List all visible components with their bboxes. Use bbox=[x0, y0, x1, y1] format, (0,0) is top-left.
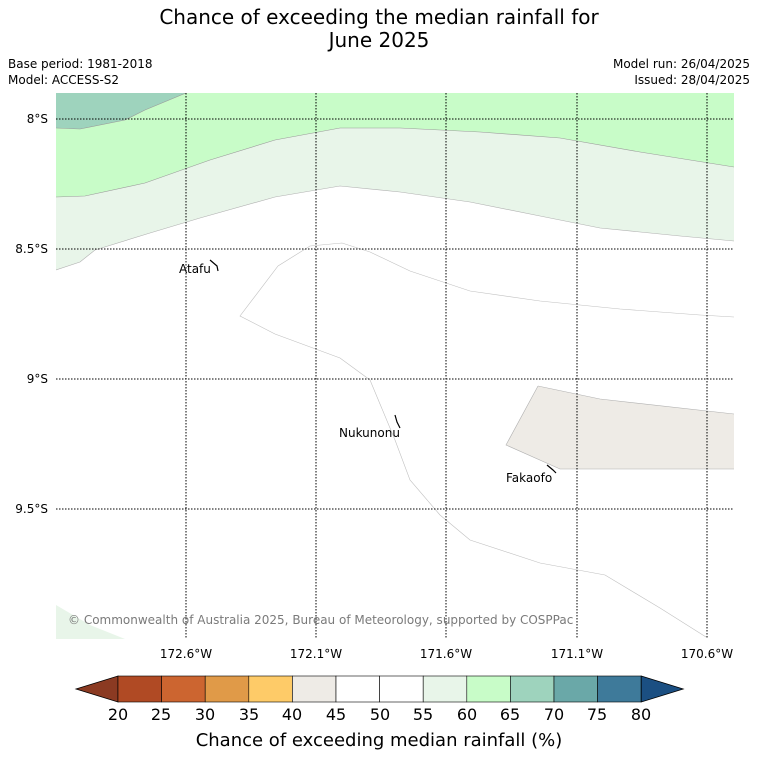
model-run: Model run: 26/04/2025 bbox=[612, 57, 750, 71]
lat-label: 9°S bbox=[26, 372, 48, 386]
colorbar-segment bbox=[292, 675, 337, 703]
colorbar-tick: 30 bbox=[194, 705, 216, 724]
colorbar-tick: 55 bbox=[412, 705, 434, 724]
copyright-text: © Commonwealth of Australia 2025, Bureau… bbox=[68, 613, 574, 627]
colorbar-segment bbox=[117, 675, 162, 703]
fakaofo-island bbox=[546, 464, 557, 474]
region-bottom-left bbox=[56, 605, 125, 639]
title-line-2: June 2025 bbox=[328, 28, 430, 52]
lat-label: 8°S bbox=[26, 112, 48, 126]
colorbar-tick: 75 bbox=[586, 705, 608, 724]
contour-line bbox=[56, 93, 187, 130]
lon-label: 170.6°W bbox=[680, 647, 734, 661]
nukunonu-island bbox=[394, 414, 401, 429]
colorbar-tick: 25 bbox=[150, 705, 172, 724]
lat-label: 9.5°S bbox=[15, 502, 48, 516]
model-name: Model: ACCESS-S2 bbox=[8, 73, 120, 87]
colorbar-tick: 50 bbox=[369, 705, 391, 724]
colorbar-tick: 70 bbox=[543, 705, 565, 724]
base-period: Base period: 1981-2018 bbox=[8, 57, 153, 71]
lon-label: 172.6°W bbox=[159, 647, 213, 661]
colorbar-segment bbox=[335, 675, 380, 703]
colorbar-segment bbox=[161, 675, 206, 703]
place-label-atafu: Atafu bbox=[179, 262, 211, 276]
gridlines bbox=[56, 93, 734, 639]
atafu-island bbox=[209, 259, 219, 272]
colorbar-segment bbox=[510, 675, 555, 703]
colorbar-segment bbox=[553, 675, 598, 703]
meta-right: Model run: 26/04/2025 Issued: 28/04/2025 bbox=[613, 56, 750, 88]
colorbar-segment bbox=[597, 675, 642, 703]
contour-line bbox=[56, 127, 734, 198]
chart-title: Chance of exceeding the median rainfall … bbox=[0, 6, 758, 52]
region-40-45 bbox=[506, 386, 734, 469]
colorbar-extend-high bbox=[640, 675, 685, 703]
contour-line bbox=[505, 385, 734, 470]
colorbar-label: Chance of exceeding median rainfall (%) bbox=[195, 730, 563, 751]
colorbar-tick: 65 bbox=[499, 705, 521, 724]
colorbar-segment bbox=[248, 675, 293, 703]
contour-line bbox=[56, 185, 734, 271]
place-label-nukunonu: Nukunonu bbox=[339, 426, 400, 440]
meta-left: Base period: 1981-2018 Model: ACCESS-S2 bbox=[8, 56, 153, 88]
lat-label: 8.5°S bbox=[15, 242, 48, 256]
colorbar-extend-low bbox=[74, 675, 119, 703]
map-area bbox=[56, 93, 734, 639]
place-label-fakaofo: Fakaofo bbox=[506, 471, 553, 485]
colorbar-tick: 45 bbox=[325, 705, 347, 724]
lon-label: 171.6°W bbox=[419, 647, 473, 661]
colorbar-tick: 40 bbox=[281, 705, 303, 724]
lon-label: 172.1°W bbox=[289, 647, 343, 661]
colorbar-tick: 60 bbox=[456, 705, 478, 724]
colorbar-tick: 35 bbox=[238, 705, 260, 724]
colorbar-segments bbox=[74, 675, 685, 703]
contour-line bbox=[239, 242, 734, 638]
colorbar-segment bbox=[379, 675, 424, 703]
lon-label: 171.1°W bbox=[550, 647, 604, 661]
colorbar-segment bbox=[466, 675, 511, 703]
colorbar-tick: 80 bbox=[630, 705, 652, 724]
issued-date: Issued: 28/04/2025 bbox=[634, 73, 750, 87]
title-line-1: Chance of exceeding the median rainfall … bbox=[159, 5, 599, 29]
colorbar-segment bbox=[422, 675, 468, 703]
colorbar-tick: 20 bbox=[107, 705, 129, 724]
region-65-70 bbox=[56, 93, 186, 129]
colorbar-segment bbox=[204, 675, 250, 703]
